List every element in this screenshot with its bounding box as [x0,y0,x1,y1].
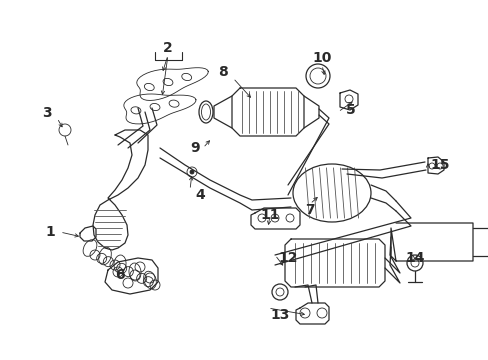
Text: 13: 13 [269,308,289,322]
Text: 1: 1 [45,225,55,239]
Text: 6: 6 [115,268,124,282]
Text: 11: 11 [260,208,279,222]
Text: 8: 8 [218,65,227,79]
Text: 3: 3 [42,106,52,120]
Text: 7: 7 [305,203,314,217]
Text: 10: 10 [312,51,331,65]
Text: 9: 9 [190,141,200,155]
Text: 15: 15 [429,158,448,172]
Text: 12: 12 [278,251,297,265]
Text: 2: 2 [163,41,173,55]
Circle shape [190,170,194,174]
Text: 4: 4 [195,188,204,202]
Text: 5: 5 [346,103,355,117]
Text: 14: 14 [405,251,424,265]
